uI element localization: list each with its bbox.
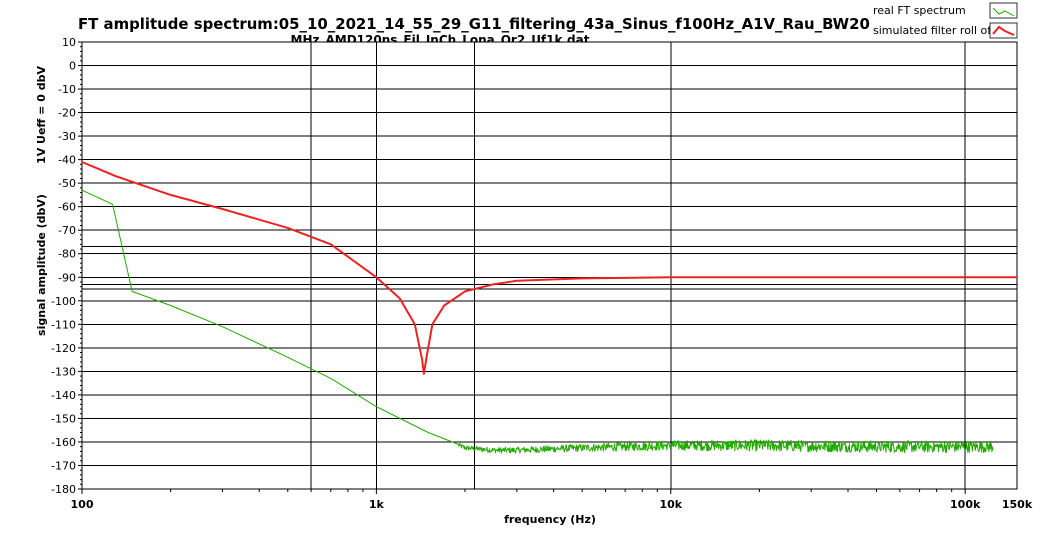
y-tick-label: -40 [58, 154, 76, 167]
series-line-simulated [81, 161, 1017, 375]
y-tick-label: -60 [58, 201, 76, 214]
plot-area [81, 41, 1018, 490]
x-tick-label: 100k [950, 498, 981, 511]
y-tick-label: -120 [51, 342, 76, 355]
y-tick-label: -180 [51, 483, 76, 496]
legend-icon-real-ft [992, 7, 1015, 17]
y-axis-label: signal amplitude (dbV) [35, 194, 48, 336]
chart-title: FT amplitude spectrum:05_10_2021_14_55_2… [78, 15, 870, 33]
axes: 100-10-20-30-40-50-60-70-80-90-100-110-1… [51, 36, 1033, 511]
y-tick-label: -110 [51, 318, 76, 331]
y-tick-label: -150 [51, 412, 76, 425]
legend-icon-simulated [992, 25, 1015, 36]
y-tick-label: -70 [58, 224, 76, 237]
x-axis-label: frequency (Hz) [504, 513, 596, 526]
x-tick-label: 10k [659, 498, 682, 511]
y-tick-label: -100 [51, 295, 76, 308]
legend-label-simulated: simulated filter roll off [873, 24, 995, 37]
x-tick-label: 150k [1002, 498, 1033, 511]
series-line-real-ft [81, 189, 994, 454]
y-tick-label: -20 [58, 107, 76, 120]
x-tick-label: 100 [71, 498, 94, 511]
y-tick-label: -50 [58, 177, 76, 190]
y-tick-label: 10 [62, 36, 76, 49]
y-tick-label: -130 [51, 365, 76, 378]
y-tick-label: -10 [58, 83, 76, 96]
y-tick-label: -160 [51, 436, 76, 449]
legend: real FT spectrum simulated filter roll o… [873, 2, 1018, 39]
y-tick-label: -30 [58, 130, 76, 143]
y-axis-unit-note: 1V Ueff = 0 dbV [35, 66, 48, 164]
legend-label-real-ft: real FT spectrum [873, 4, 966, 17]
y-tick-label: -140 [51, 389, 76, 402]
series-layer [81, 161, 1017, 454]
y-tick-label: -170 [51, 459, 76, 472]
y-tick-label: -80 [58, 248, 76, 261]
x-tick-label: 1k [369, 498, 385, 511]
y-tick-label: -90 [58, 271, 76, 284]
y-tick-label: 0 [69, 60, 76, 73]
